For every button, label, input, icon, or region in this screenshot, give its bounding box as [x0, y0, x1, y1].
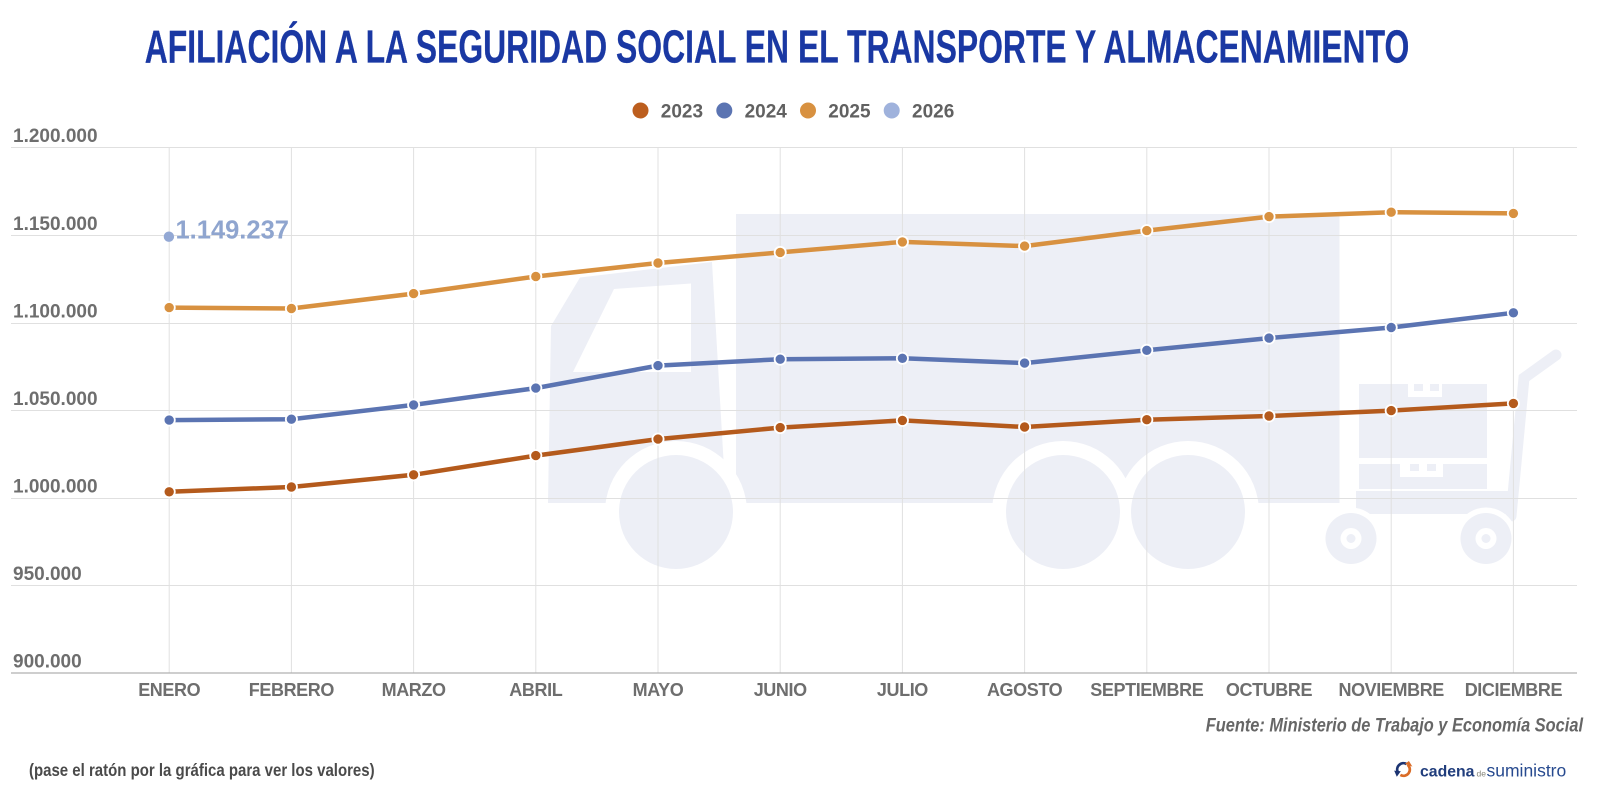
svg-text:1.150.000: 1.150.000	[13, 214, 98, 235]
svg-text:900.000: 900.000	[13, 652, 82, 673]
svg-text:2024: 2024	[745, 101, 788, 122]
svg-text:JUNIO: JUNIO	[754, 680, 807, 700]
svg-text:AGOSTO: AGOSTO	[987, 680, 1063, 700]
svg-text:MAYO: MAYO	[633, 680, 684, 700]
svg-text:SEPTIEMBRE: SEPTIEMBRE	[1090, 680, 1203, 700]
svg-text:cadena: cadena	[1420, 764, 1475, 781]
svg-text:ENERO: ENERO	[138, 680, 200, 700]
svg-text:1.149.237: 1.149.237	[176, 217, 289, 245]
svg-text:AFILIACIÓN A LA SEGURIDAD SOCI: AFILIACIÓN A LA SEGURIDAD SOCIAL EN EL T…	[145, 22, 1410, 73]
svg-text:2025: 2025	[828, 101, 871, 122]
svg-text:1.050.000: 1.050.000	[13, 389, 98, 410]
svg-text:950.000: 950.000	[13, 564, 82, 585]
svg-text:2023: 2023	[661, 101, 703, 122]
svg-text:OCTUBRE: OCTUBRE	[1226, 680, 1313, 700]
svg-text:Fuente: Ministerio de Trabajo: Fuente: Ministerio de Trabajo y Economía…	[1206, 714, 1584, 736]
svg-text:DICIEMBRE: DICIEMBRE	[1465, 680, 1563, 700]
svg-text:FEBRERO: FEBRERO	[249, 680, 335, 700]
svg-text:1.100.000: 1.100.000	[13, 302, 98, 323]
svg-text:1.000.000: 1.000.000	[13, 477, 98, 498]
svg-text:MARZO: MARZO	[382, 680, 446, 700]
svg-text:NOVIEMBRE: NOVIEMBRE	[1338, 680, 1444, 700]
svg-text:1.200.000: 1.200.000	[13, 126, 98, 147]
svg-text:suministro: suministro	[1487, 761, 1567, 781]
svg-text:JULIO: JULIO	[877, 680, 928, 700]
svg-text:2026: 2026	[912, 101, 954, 122]
svg-text:(pase el ratón por la gráfica: (pase el ratón por la gráfica para ver l…	[29, 761, 375, 780]
svg-text:de: de	[1477, 769, 1487, 779]
svg-text:ABRIL: ABRIL	[509, 680, 562, 700]
